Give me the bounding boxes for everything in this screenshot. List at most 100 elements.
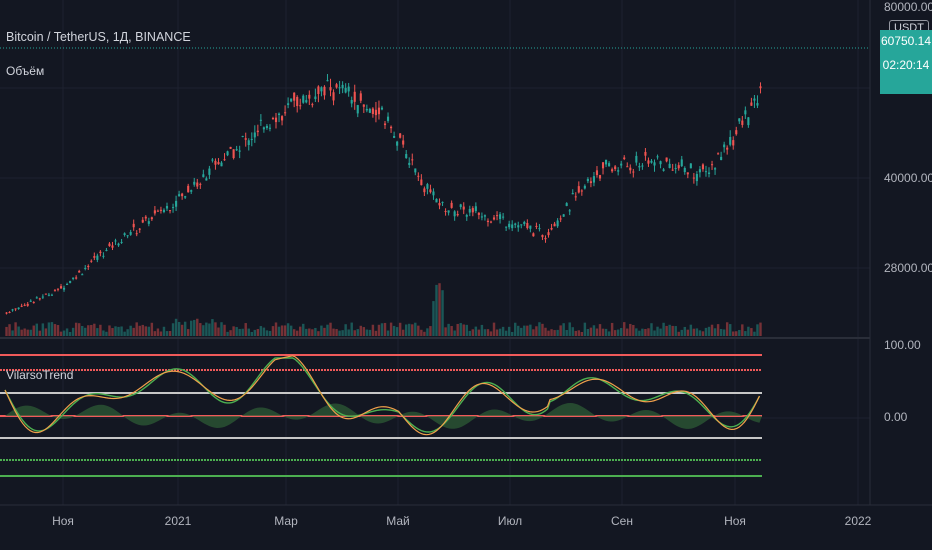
volume-bar (626, 328, 629, 336)
volume-bar (371, 324, 375, 336)
candle-body (20, 305, 23, 307)
volume-bar (420, 329, 423, 336)
volume-bar (680, 329, 683, 336)
candle-body (495, 215, 499, 217)
candle-body (111, 245, 114, 248)
candle-body (689, 163, 692, 169)
candle-body (665, 157, 668, 162)
candle-body (589, 181, 592, 184)
volume-bar (613, 330, 617, 336)
candle-body (659, 161, 662, 165)
volume-bar (256, 329, 260, 336)
volume-bar (205, 322, 208, 336)
candle-body (129, 231, 132, 235)
candle-body (38, 298, 41, 300)
volume-bar (644, 328, 647, 336)
candle-body (78, 270, 81, 273)
candle-body (123, 233, 126, 236)
volume-bar (41, 323, 45, 336)
candle-body (720, 156, 723, 161)
candle-body (629, 167, 632, 171)
volume-bar (111, 328, 114, 336)
candle-body (568, 210, 571, 212)
volume-bar (408, 323, 411, 336)
volume-bar (486, 329, 490, 336)
candle-body (287, 103, 290, 105)
candle-body (614, 166, 617, 170)
candle-body (353, 91, 356, 102)
volume-bar (547, 330, 550, 336)
volume-bar (544, 327, 547, 336)
candle-body (577, 186, 580, 193)
candle-body (326, 80, 329, 82)
volume-bar (44, 328, 48, 336)
candle-body (159, 209, 163, 211)
candle-body (141, 219, 144, 223)
candle-body (595, 170, 599, 176)
volume-bar (650, 323, 653, 336)
volume-bar (426, 328, 429, 336)
volume-bar (429, 326, 432, 336)
volume-bar (74, 322, 78, 336)
symbol-title[interactable]: Bitcoin / TetherUS, 1Д, BINANCE (6, 30, 191, 44)
volume-bar (311, 329, 314, 336)
candle-body (505, 226, 508, 228)
candle-body (56, 288, 60, 290)
volume-bar (722, 329, 726, 336)
candle-body (499, 214, 502, 220)
candle-body (756, 103, 759, 106)
candle-body (105, 249, 108, 251)
volume-bar (641, 328, 644, 336)
candle-body (571, 193, 574, 195)
volume-bar (241, 328, 244, 336)
time-label-2022: 2022 (844, 514, 872, 528)
volume-bar (489, 331, 493, 336)
candle-body (75, 277, 78, 279)
candle-body (274, 117, 278, 123)
candle-body (84, 267, 87, 269)
volume-bar (126, 329, 129, 336)
indicator-line-green (4, 357, 761, 433)
volume-bar (77, 323, 81, 336)
volume-legend[interactable]: Объём (6, 64, 45, 78)
volume-bar (435, 284, 438, 336)
indicator-legend[interactable]: VilarsoTrend (6, 368, 74, 382)
candle-body (338, 87, 341, 89)
volume-bar (186, 329, 190, 336)
candle-body (456, 213, 459, 216)
volume-bar (604, 328, 608, 336)
volume-bar (114, 326, 117, 336)
volume-bar (441, 290, 444, 336)
volume-bar (559, 325, 562, 336)
volume-bar (350, 322, 353, 336)
volume-bar (447, 323, 450, 336)
candle-body (184, 196, 187, 198)
candle-body (544, 237, 547, 240)
candle-body (468, 209, 471, 213)
candle-body (402, 140, 405, 145)
volume-bar (562, 323, 565, 336)
candle-body (350, 99, 353, 104)
volume-bar (174, 318, 178, 336)
volume-bar (247, 328, 250, 336)
candle-body (102, 255, 105, 257)
candle-body (299, 105, 302, 107)
volume-bar (450, 326, 453, 336)
candle-body (87, 265, 90, 267)
candle-body (205, 178, 208, 181)
volume-bar (150, 322, 154, 336)
volume-bar (289, 325, 293, 336)
volume-bar (96, 328, 99, 336)
volume-bar (635, 328, 638, 336)
candle-body (550, 228, 553, 230)
volume-bar (538, 322, 541, 336)
countdown-tag: 02:20:14 (880, 52, 932, 94)
candle-body (604, 159, 608, 165)
candles (5, 74, 762, 315)
volume-bar (317, 331, 320, 336)
candle-body (262, 127, 265, 130)
candle-body (108, 243, 111, 247)
volume-bar (305, 328, 308, 336)
volume-bar (541, 323, 544, 336)
